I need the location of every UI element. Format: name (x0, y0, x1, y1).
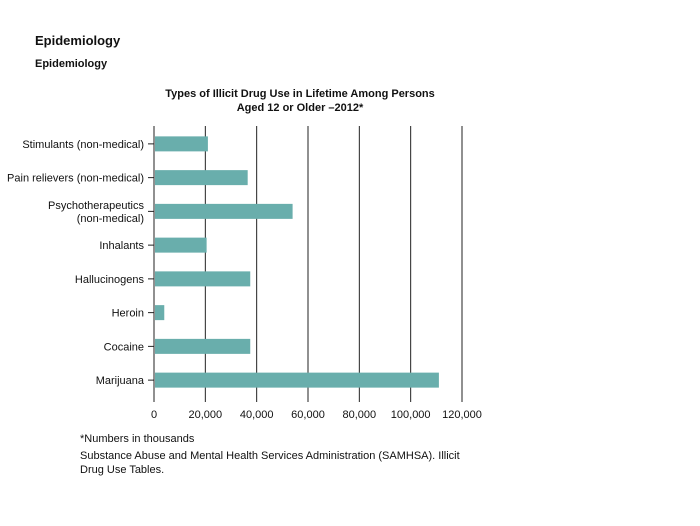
chart-title-line: Aged 12 or Older –2012* (237, 102, 364, 114)
category-label: Heroin (112, 308, 144, 320)
category-label: (non-medical) (77, 213, 144, 225)
category-label: Inhalants (99, 240, 144, 252)
category-label: Cocaine (104, 341, 144, 353)
footnote-units: *Numbers in thousands (80, 433, 195, 445)
x-tick-label: 20,000 (189, 409, 223, 421)
page-subtitle: Epidemiology (35, 58, 108, 70)
bar (155, 271, 251, 287)
bar (155, 170, 248, 186)
bar (155, 372, 439, 388)
category-label: Psychotherapeutics (48, 200, 144, 212)
bar (155, 305, 165, 321)
category-label: Hallucinogens (75, 274, 145, 286)
category-label: Marijuana (96, 375, 145, 387)
x-tick-label: 0 (151, 409, 157, 421)
chart-title-line: Types of Illicit Drug Use in Lifetime Am… (165, 88, 435, 100)
page-title: Epidemiology (35, 33, 121, 48)
x-tick-label: 100,000 (391, 409, 431, 421)
bar (155, 237, 207, 253)
category-label: Pain relievers (non-medical) (7, 173, 144, 185)
bar (155, 203, 293, 219)
x-tick-label: 120,000 (442, 409, 482, 421)
x-tick-label: 80,000 (343, 409, 377, 421)
category-label: Stimulants (non-medical) (22, 139, 144, 151)
bar (155, 338, 251, 354)
footnote-source: Substance Abuse and Mental Health Servic… (80, 450, 460, 476)
x-tick-label: 60,000 (291, 409, 325, 421)
bar (155, 136, 208, 152)
x-tick-label: 40,000 (240, 409, 274, 421)
